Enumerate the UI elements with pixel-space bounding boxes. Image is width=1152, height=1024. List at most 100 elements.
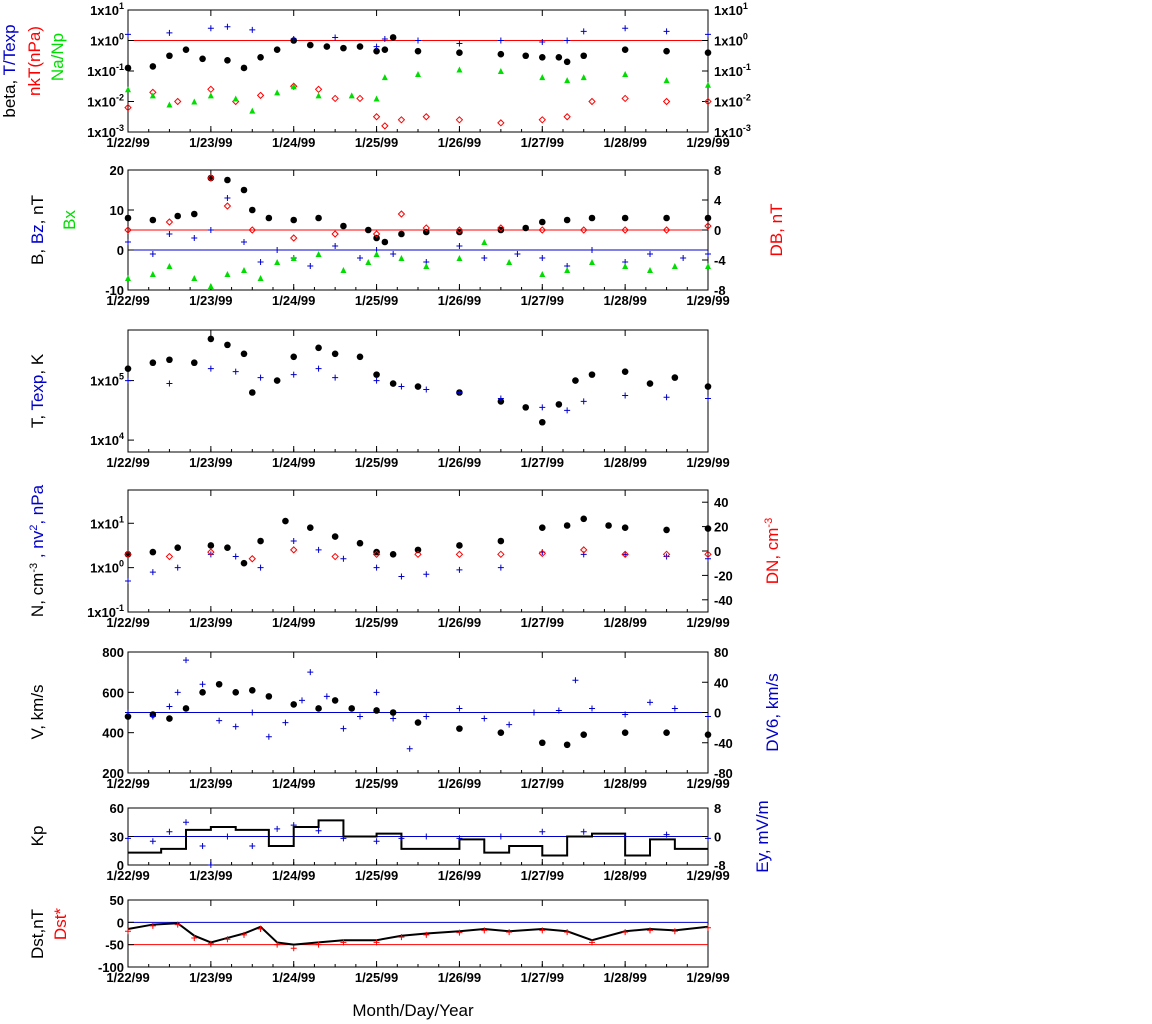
- data-point: [389, 709, 397, 716]
- data-point: [580, 515, 588, 523]
- data-point: [241, 931, 247, 938]
- data-point: [389, 34, 397, 41]
- data-point: [456, 566, 463, 573]
- data-point: [704, 550, 712, 559]
- data-point: [249, 26, 256, 33]
- data-point: [564, 77, 571, 84]
- data-point: [580, 546, 588, 554]
- series-blue: [125, 819, 711, 868]
- y-right-tick-label: 0: [714, 223, 721, 238]
- data-point: [423, 931, 430, 938]
- y-axis-title-third: Na/Np: [48, 33, 67, 81]
- data-point: [456, 243, 463, 249]
- data-point: [249, 843, 256, 849]
- data-point: [257, 259, 264, 265]
- data-point: [704, 222, 712, 230]
- data-point: [539, 74, 546, 81]
- data-point: [340, 725, 347, 732]
- data-point: [663, 553, 670, 560]
- series-blue: [125, 657, 711, 752]
- x-tick-label: 1/26/99: [438, 970, 481, 985]
- data-point: [704, 383, 712, 390]
- data-line: [128, 819, 708, 857]
- data-point: [174, 212, 182, 220]
- x-axis-title: Month/Day/Year: [352, 1001, 474, 1020]
- data-point: [589, 247, 595, 253]
- x-tick-label: 1/28/99: [603, 455, 646, 470]
- data-point: [704, 525, 712, 532]
- data-point: [315, 251, 322, 257]
- data-point: [207, 940, 214, 947]
- series-green: [125, 66, 711, 114]
- data-point: [563, 113, 571, 121]
- data-point: [257, 926, 264, 933]
- panel-beta: 1/22/99 1/23/99 1/24/99 1/25/99 1/26/99 1/27/…: [0, 1, 751, 150]
- data-point: [331, 552, 339, 561]
- x-tick-label: 1/22/99: [106, 776, 149, 791]
- x-tick-label: 1/26/99: [438, 293, 481, 308]
- data-point: [663, 47, 670, 55]
- data-point: [455, 116, 464, 124]
- y-right-tick-label: -80: [714, 766, 733, 781]
- series-black: [124, 335, 712, 426]
- data-point: [671, 374, 679, 381]
- x-tick-label: 1/28/99: [603, 970, 646, 985]
- data-point: [531, 709, 537, 716]
- data-point: [705, 81, 711, 88]
- data-point: [373, 43, 380, 50]
- panel-t: 1/22/99 1/23/99 1/24/99 1/25/99 1/26/99 1/27/…: [28, 329, 730, 470]
- data-point: [423, 386, 430, 393]
- data-point: [588, 371, 596, 378]
- data-point: [149, 63, 157, 70]
- series-red: [124, 174, 712, 242]
- data-point: [149, 251, 156, 257]
- data-point: [705, 251, 711, 257]
- data-point: [216, 717, 223, 724]
- x-tick-label: 1/27/99: [521, 293, 564, 308]
- data-point: [647, 699, 653, 706]
- data-point: [315, 92, 322, 99]
- x-tick-label: 1/23/99: [189, 455, 232, 470]
- y-axis-title-second: Dst*: [51, 908, 70, 941]
- data-point: [332, 374, 339, 381]
- data-point: [125, 377, 131, 384]
- series-blue: [125, 195, 711, 269]
- data-point: [290, 234, 298, 242]
- data-point: [215, 680, 223, 688]
- data-point: [414, 719, 422, 726]
- y-tick-label: -10: [105, 283, 124, 298]
- data-point: [331, 350, 339, 358]
- data-point: [207, 85, 215, 94]
- data-point: [647, 251, 653, 257]
- data-point: [414, 383, 422, 390]
- data-point: [522, 224, 530, 232]
- data-point: [290, 216, 298, 224]
- data-point: [372, 113, 381, 121]
- data-point: [373, 838, 380, 845]
- data-point: [265, 733, 272, 740]
- plot-frame: [127, 329, 709, 453]
- data-point: [705, 263, 711, 269]
- data-point: [398, 230, 405, 238]
- data-point: [149, 359, 157, 367]
- data-point: [224, 936, 231, 943]
- data-point: [514, 251, 521, 257]
- series-red: [125, 921, 711, 952]
- y-right-tick-label: 0: [714, 830, 721, 845]
- data-point: [621, 46, 629, 53]
- data-point: [224, 57, 231, 64]
- data-point: [149, 713, 156, 720]
- y-tick-label: -50: [105, 938, 124, 953]
- series-black: [124, 515, 712, 567]
- data-point: [704, 49, 712, 56]
- data-point: [125, 928, 131, 935]
- x-tick-label: 1/25/99: [355, 776, 398, 791]
- data-point: [580, 74, 587, 81]
- y-right-tick-label: 1x10-1: [714, 62, 751, 79]
- data-point: [356, 94, 364, 103]
- y-right-tick-label: 80: [714, 645, 728, 660]
- y-right-tick-label: 40: [714, 495, 728, 510]
- data-point: [705, 835, 711, 842]
- data-point: [182, 46, 190, 53]
- x-tick-label: 1/24/99: [272, 293, 315, 308]
